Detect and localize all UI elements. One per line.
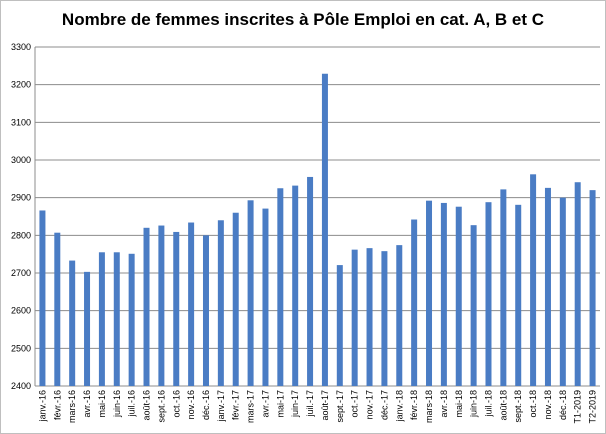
bar [321, 73, 328, 386]
x-tick-label: déc.-16 [201, 390, 211, 420]
chart-title: Nombre de femmes inscrites à Pôle Emploi… [61, 10, 545, 29]
x-tick-label: janv.-17 [216, 390, 226, 422]
bar [500, 189, 507, 386]
y-tick-label: 2700 [11, 268, 31, 278]
bar [589, 190, 596, 386]
bar [544, 187, 551, 386]
y-tick-label: 2800 [11, 230, 31, 240]
x-tick-label: nov.-18 [543, 390, 553, 419]
x-tick-label: août-16 [142, 390, 152, 421]
bar [485, 202, 492, 386]
bar [366, 248, 373, 386]
x-tick-label: avr.-18 [439, 390, 449, 418]
x-tick-label: janv.-18 [394, 390, 404, 422]
x-tick-label: févr.-18 [409, 390, 419, 420]
bar [515, 204, 522, 386]
x-tick-label: mai-16 [97, 390, 107, 418]
bar [247, 200, 254, 386]
bar [396, 245, 403, 386]
x-tick-label: janv.-16 [37, 390, 47, 422]
x-tick-label: mars-17 [246, 390, 256, 423]
bar [455, 206, 462, 386]
x-tick-label: mars-16 [67, 390, 77, 423]
x-axis: janv.-16 févr.-16 mars-16 avr.-16 mai-16 juin… [37, 390, 597, 424]
x-tick-label: oct.-16 [171, 390, 181, 418]
y-tick-label: 3000 [11, 155, 31, 165]
x-tick-label: mai-18 [454, 390, 464, 418]
y-tick-label: 3100 [11, 117, 31, 127]
bar [530, 174, 537, 386]
x-tick-label: oct.-17 [350, 390, 360, 418]
bar [559, 197, 566, 386]
bar [113, 252, 120, 386]
y-tick-label: 2600 [11, 306, 31, 316]
x-tick-label: avr.-16 [82, 390, 92, 418]
y-tick-label: 3300 [11, 42, 31, 52]
y-axis: 2400 2500 2600 2700 2800 2900 3000 3100 3200 3300 [11, 42, 36, 391]
bar [574, 182, 581, 386]
x-tick-label: août-17 [320, 390, 330, 421]
y-tick-label: 2500 [11, 343, 31, 353]
x-tick-label: T2-2019 [588, 390, 598, 424]
x-tick-label: oct.-18 [528, 390, 538, 418]
bar [262, 208, 269, 386]
x-tick-label: août-18 [498, 390, 508, 421]
bar [143, 227, 150, 386]
bar [470, 225, 477, 386]
bar [381, 251, 388, 386]
bar [232, 212, 239, 386]
x-tick-label: juin-16 [112, 390, 122, 418]
x-tick-label: sept.-16 [156, 390, 166, 423]
bar [54, 232, 61, 386]
bar [292, 185, 299, 386]
x-tick-label: T1-2019 [573, 390, 583, 424]
x-tick-label: sept.-17 [335, 390, 345, 423]
x-tick-label: nov.-17 [365, 390, 375, 419]
bar [84, 271, 91, 386]
bar [128, 253, 135, 386]
bar [158, 225, 165, 386]
bar [440, 202, 447, 386]
bars [39, 73, 596, 386]
x-tick-label: déc.-17 [379, 390, 389, 420]
bar [39, 210, 46, 386]
bar [426, 200, 433, 386]
x-tick-label: mai-17 [275, 390, 285, 418]
bar [336, 265, 343, 386]
x-tick-label: nov.-16 [186, 390, 196, 419]
x-tick-label: avr.-17 [260, 390, 270, 418]
bar [188, 222, 195, 386]
bar [98, 252, 105, 386]
x-tick-label: mars-18 [424, 390, 434, 423]
y-tick-label: 3200 [11, 80, 31, 90]
x-tick-label: févr.-17 [231, 390, 241, 420]
bar [173, 231, 180, 386]
x-tick-label: févr.-16 [52, 390, 62, 420]
bar [411, 219, 418, 386]
x-tick-label: juin-17 [290, 390, 300, 418]
x-tick-label: juin-18 [469, 390, 479, 418]
bar [351, 249, 358, 386]
bar [202, 235, 209, 386]
bar [69, 260, 76, 386]
y-tick-label: 2400 [11, 381, 31, 391]
bar [277, 188, 284, 386]
x-tick-label: déc.-18 [558, 390, 568, 420]
bar [217, 220, 224, 386]
bar [307, 176, 314, 386]
x-tick-label: sept.-18 [513, 390, 523, 423]
x-tick-label: juil.-16 [127, 390, 137, 418]
x-tick-label: juil.-18 [483, 390, 493, 418]
x-tick-label: juil.-17 [305, 390, 315, 418]
y-tick-label: 2900 [11, 193, 31, 203]
